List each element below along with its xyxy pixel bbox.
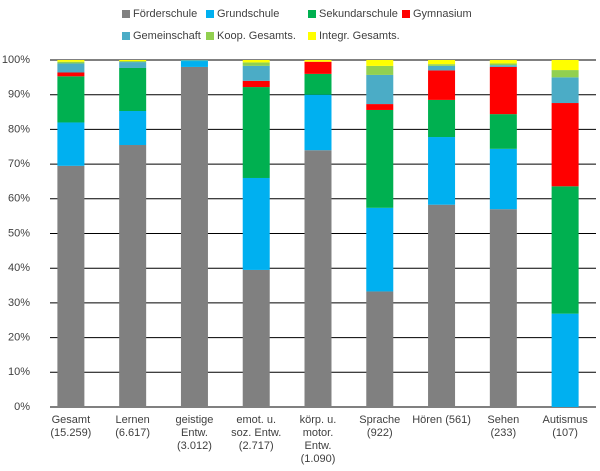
y-tick-label: 60% (8, 193, 30, 205)
legend-swatch (206, 10, 214, 18)
bar-segment (551, 70, 579, 78)
legend-label: Integr. Gesamts. (319, 30, 400, 42)
bar-segment (428, 64, 456, 66)
bar-segment (57, 165, 85, 407)
bar-segment (489, 66, 517, 115)
bar-segment (242, 65, 270, 81)
bar-segment (119, 145, 147, 407)
legend-label: Gymnasium (413, 8, 472, 20)
y-tick-label: 30% (8, 297, 30, 309)
bar-segment (428, 70, 456, 100)
y-tick-label: 80% (8, 123, 30, 135)
legend-swatch (206, 32, 214, 40)
bar-segment (242, 62, 270, 66)
bar-segment (57, 76, 85, 123)
bar-segment (366, 291, 394, 407)
bar-segment (366, 74, 394, 105)
bar-segment (366, 104, 394, 110)
x-tick-label: geistige Entw. (3.012) (175, 414, 214, 452)
y-tick-label: 90% (8, 89, 30, 101)
legend-swatch (122, 10, 130, 18)
legend-label: Koop. Gesamts. (217, 30, 296, 42)
bar-segment (551, 60, 579, 71)
x-tick-label: Sprache (922) (359, 414, 401, 439)
bar-segment (489, 65, 517, 67)
x-tick-label: emot. u. soz. Entw. (2.717) (231, 414, 282, 452)
y-tick-label: 100% (2, 54, 30, 66)
bar-segment (551, 103, 579, 187)
y-tick-label: 0% (14, 401, 30, 413)
bar-segment (119, 60, 147, 62)
bar-segment (180, 61, 208, 67)
bar-segment (242, 269, 270, 407)
bar-segment (489, 63, 517, 66)
bar-segment (489, 209, 517, 407)
bar-segment (242, 87, 270, 178)
bar-segment (242, 177, 270, 270)
y-tick-label: 20% (8, 332, 30, 344)
bar-segment (57, 63, 85, 73)
y-tick-label: 40% (8, 262, 30, 274)
x-tick-label: Sehen (233) (487, 414, 520, 439)
y-tick-label: 50% (8, 227, 30, 239)
bar-segment (551, 313, 579, 407)
bar-segment (57, 122, 85, 166)
bar-segment (366, 60, 394, 66)
bar-segment (119, 67, 147, 112)
bar-segment (304, 73, 332, 95)
x-tick-label: Lernen (6.617) (115, 414, 151, 439)
bar-segment (366, 207, 394, 292)
bar-segment (551, 77, 579, 104)
legend-label: Förderschule (133, 8, 197, 20)
legend-swatch (308, 32, 316, 40)
bar-segment (304, 60, 332, 62)
bar-segment (304, 61, 332, 74)
bar-segment (489, 60, 517, 64)
legend-swatch (122, 32, 130, 40)
bar-segment (180, 60, 208, 61)
bar-segment (304, 94, 332, 151)
bar-segment (551, 186, 579, 314)
bar-segment (304, 150, 332, 407)
legend-swatch (308, 10, 316, 18)
bar-segment (428, 65, 456, 71)
legend-swatch (402, 10, 410, 18)
bar-segment (366, 109, 394, 208)
bar-segment (242, 60, 270, 63)
x-tick-label: körp. u. motor. Entw. (1.090) (299, 414, 337, 465)
bar-segment (57, 72, 85, 77)
bar-segment (428, 60, 456, 65)
y-tick-label: 70% (8, 158, 30, 170)
x-tick-label: Gesamt (15.259) (50, 414, 92, 439)
bar-segment (489, 148, 517, 210)
bar-segment (119, 62, 147, 68)
bar-segment (428, 204, 456, 407)
legend-label: Gemeinschaft (133, 30, 201, 42)
bar-segment (57, 61, 85, 64)
y-tick-label: 10% (8, 366, 30, 378)
bar-segment (366, 65, 394, 75)
bar-segment (119, 61, 147, 63)
x-tick-label: Hören (561) (412, 414, 471, 426)
bar-segment (119, 111, 147, 146)
legend-label: Grundschule (217, 8, 279, 20)
bar-segment (428, 99, 456, 138)
bar-segment (428, 137, 456, 205)
legend-label: Sekundarschule (319, 8, 398, 20)
x-tick-label: Autismus (107) (542, 414, 588, 439)
bar-segment (57, 60, 85, 62)
bar-segment (242, 80, 270, 88)
bar-segment (489, 114, 517, 149)
bar-segment (180, 66, 208, 407)
